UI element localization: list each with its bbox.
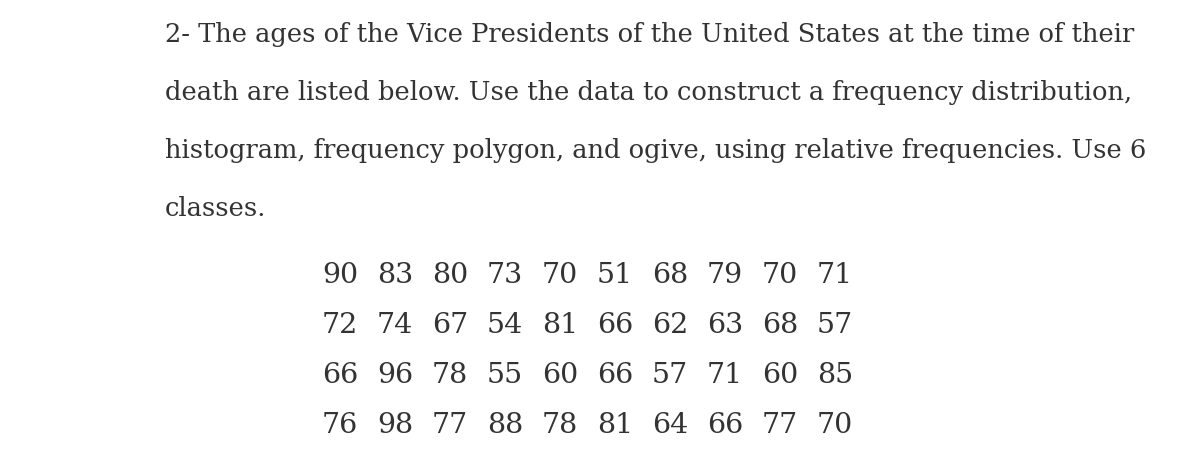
Text: histogram, frequency polygon, and ogive, using relative frequencies. Use 6: histogram, frequency polygon, and ogive,… bbox=[166, 138, 1146, 163]
Text: 54: 54 bbox=[487, 312, 523, 339]
Text: 81: 81 bbox=[542, 312, 578, 339]
Text: 51: 51 bbox=[596, 262, 634, 289]
Text: 70: 70 bbox=[762, 262, 798, 289]
Text: 55: 55 bbox=[487, 362, 523, 389]
Text: 83: 83 bbox=[377, 262, 413, 289]
Text: 80: 80 bbox=[432, 262, 468, 289]
Text: 81: 81 bbox=[596, 412, 634, 439]
Text: 77: 77 bbox=[432, 412, 468, 439]
Text: 71: 71 bbox=[817, 262, 853, 289]
Text: 66: 66 bbox=[596, 312, 634, 339]
Text: 68: 68 bbox=[652, 262, 688, 289]
Text: 68: 68 bbox=[762, 312, 798, 339]
Text: 73: 73 bbox=[487, 262, 523, 289]
Text: 76: 76 bbox=[322, 412, 358, 439]
Text: 66: 66 bbox=[707, 412, 743, 439]
Text: 64: 64 bbox=[652, 412, 688, 439]
Text: 90: 90 bbox=[322, 262, 358, 289]
Text: 88: 88 bbox=[487, 412, 523, 439]
Text: 78: 78 bbox=[432, 362, 468, 389]
Text: 67: 67 bbox=[432, 312, 468, 339]
Text: 57: 57 bbox=[652, 362, 688, 389]
Text: 60: 60 bbox=[542, 362, 578, 389]
Text: 98: 98 bbox=[377, 412, 413, 439]
Text: 63: 63 bbox=[707, 312, 743, 339]
Text: 66: 66 bbox=[322, 362, 358, 389]
Text: 96: 96 bbox=[377, 362, 413, 389]
Text: 79: 79 bbox=[707, 262, 743, 289]
Text: 70: 70 bbox=[542, 262, 578, 289]
Text: 74: 74 bbox=[377, 312, 413, 339]
Text: 85: 85 bbox=[817, 362, 853, 389]
Text: 71: 71 bbox=[707, 362, 743, 389]
Text: 62: 62 bbox=[652, 312, 688, 339]
Text: classes.: classes. bbox=[166, 196, 266, 221]
Text: 60: 60 bbox=[762, 362, 798, 389]
Text: 70: 70 bbox=[817, 412, 853, 439]
Text: 66: 66 bbox=[596, 362, 634, 389]
Text: 78: 78 bbox=[542, 412, 578, 439]
Text: 72: 72 bbox=[322, 312, 358, 339]
Text: 2- The ages of the Vice Presidents of the United States at the time of their: 2- The ages of the Vice Presidents of th… bbox=[166, 22, 1134, 47]
Text: 77: 77 bbox=[762, 412, 798, 439]
Text: 57: 57 bbox=[817, 312, 853, 339]
Text: death are listed below. Use the data to construct a frequency distribution,: death are listed below. Use the data to … bbox=[166, 80, 1132, 105]
